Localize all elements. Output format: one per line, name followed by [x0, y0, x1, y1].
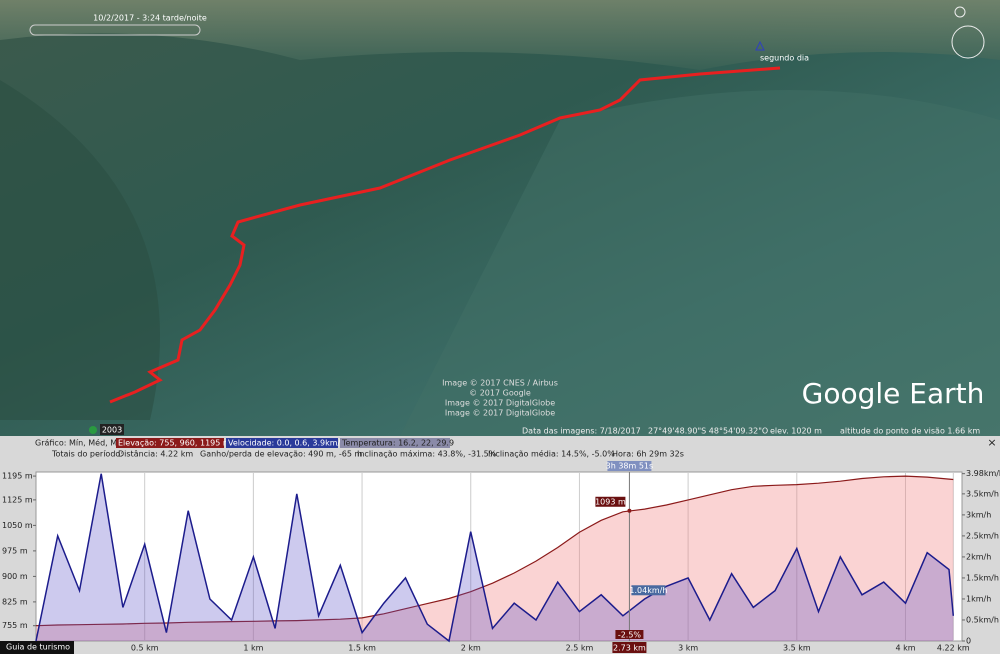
- speed-chip[interactable]: [226, 438, 338, 448]
- x-tick-label: 0.5 km: [131, 644, 159, 653]
- x-tick-label: 3 km: [678, 644, 698, 653]
- credit: © 2017 Google: [469, 389, 531, 398]
- valley: [0, 80, 160, 420]
- x-tick-label: 4 km: [895, 644, 915, 653]
- series-area: [36, 476, 954, 641]
- plot-area[interactable]: [35, 471, 963, 642]
- y-tick-label: 755 m: [2, 621, 28, 630]
- placemark-icon[interactable]: [755, 40, 765, 51]
- x-tick-label: 4.22 km: [937, 644, 970, 653]
- row-label: Totais do período:: [51, 450, 123, 459]
- y-tick-label: 900 m: [2, 572, 28, 581]
- max-slope: Inclinação máxima: 43.8%, -31.5%: [357, 450, 497, 459]
- cursor-elevation-box: [595, 496, 626, 507]
- look-control[interactable]: [951, 25, 985, 59]
- y2-tick-label: 1km/h: [966, 594, 991, 603]
- avg-slope: Inclinação média: 14.5%, -5.0%: [488, 449, 615, 459]
- track: [109, 66, 781, 404]
- credit: Image © 2017 CNES / Airbus: [442, 379, 558, 388]
- elevation-stats[interactable]: Elevação: 755, 960, 1195 m: [118, 439, 231, 448]
- coordinates: 27°49'48.90"S 48°54'09.32"O: [648, 427, 768, 436]
- y-tick-label: 1125 m: [2, 495, 33, 504]
- profile-panel: Gráfico: Mín, Méd, Máx: Elevação: 755, 9…: [0, 436, 1000, 654]
- credit: Image © 2017 DigitalGlobe: [445, 409, 555, 418]
- cursor-time: 3h 38m 51s: [606, 462, 654, 471]
- map-view[interactable]: segundo dia 10/2/2017 - 3:24 tarde/noite…: [0, 0, 1000, 436]
- footer-tab-label[interactable]: Guia de turismo: [6, 643, 70, 652]
- y-tick-label: 975 m: [2, 546, 28, 555]
- y-tick-label: 825 m: [2, 597, 28, 606]
- y2-tick-label: 2km/h: [966, 552, 991, 561]
- history-icon[interactable]: [89, 426, 97, 434]
- y2-tick-label: 3km/h: [966, 510, 991, 519]
- gain-loss: Ganho/perda de elevação: 490 m, -65 m: [200, 450, 362, 459]
- credit: Image © 2017 DigitalGlobe: [445, 399, 555, 408]
- series-area: [36, 473, 954, 641]
- brand: Google Earth: [802, 377, 985, 410]
- cursor-speed-box: [631, 585, 666, 596]
- series-line: [35, 473, 955, 643]
- elevation-chip[interactable]: [116, 438, 224, 448]
- x-tick-label: 3.5 km: [783, 644, 811, 653]
- time-slider[interactable]: [29, 24, 201, 36]
- ridge: [0, 0, 1000, 70]
- cursor-elevation: 1093 m: [595, 497, 626, 506]
- x-tick-label: 2.5 km: [566, 644, 594, 653]
- y-tick-label: 1195 m: [2, 472, 33, 481]
- cursor-slope: -2.5%: [618, 631, 642, 640]
- y2-tick-label: 3.5km/h: [966, 489, 999, 498]
- row-label: Gráfico: Mín, Méd, Máx:: [35, 438, 129, 448]
- x-tick-label: 2 km: [461, 644, 481, 653]
- slope: [400, 90, 1000, 436]
- time-stamp: 10/2/2017 - 3:24 tarde/noite: [93, 14, 207, 23]
- cursor-slope-box: [615, 630, 644, 639]
- footer-tab[interactable]: [0, 641, 74, 654]
- distance: Distância: 4.22 km: [118, 450, 193, 459]
- y-tick-label: 1050 m: [2, 521, 33, 530]
- cursor-time-box: [607, 461, 652, 471]
- duration: Hora: 6h 29m 32s: [612, 450, 684, 459]
- year-box: [100, 424, 124, 435]
- elevation-profile: 0.5 km 1 km 1.5 km 2 km 2.5 km 3 km 3.5 km 4 km…: [2, 461, 1000, 653]
- cursor-x-box: [612, 642, 647, 653]
- pointer-elevation: elev. 1020 m: [770, 427, 822, 436]
- x-tick-label: 1 km: [243, 644, 263, 653]
- cursor-speed: 1.04km/h: [629, 586, 667, 595]
- temperature-stats[interactable]: Temperatura: 16.2, 22, 29.9: [341, 439, 454, 448]
- cursor-elevation-point: [627, 508, 632, 513]
- y2-tick-label: 0: [966, 637, 971, 646]
- y2-tick-label: 3.98km/h: [966, 469, 1000, 478]
- eye-altitude: altitude do ponto de visão 1.66 km: [840, 427, 980, 436]
- imagery-date: Data das imagens: 7/18/2017: [522, 427, 641, 436]
- cursor-x: 2.73 km: [613, 644, 646, 653]
- y2-tick-label: 2.5km/h: [966, 531, 999, 540]
- historical-year[interactable]: 2003: [102, 426, 122, 435]
- placemark-label[interactable]: segundo dia: [760, 54, 809, 63]
- compass[interactable]: [954, 6, 966, 18]
- close-button[interactable]: ×: [987, 436, 996, 449]
- temperature-chip[interactable]: [340, 438, 450, 448]
- series-line: [35, 475, 954, 627]
- x-tick-label: 1.5 km: [348, 644, 376, 653]
- y2-tick-label: 1.5km/h: [966, 573, 999, 582]
- speed-stats[interactable]: Velocidade: 0.0, 0.6, 3.9km/h: [228, 439, 345, 448]
- y2-tick-label: 0.5km/h: [966, 615, 999, 624]
